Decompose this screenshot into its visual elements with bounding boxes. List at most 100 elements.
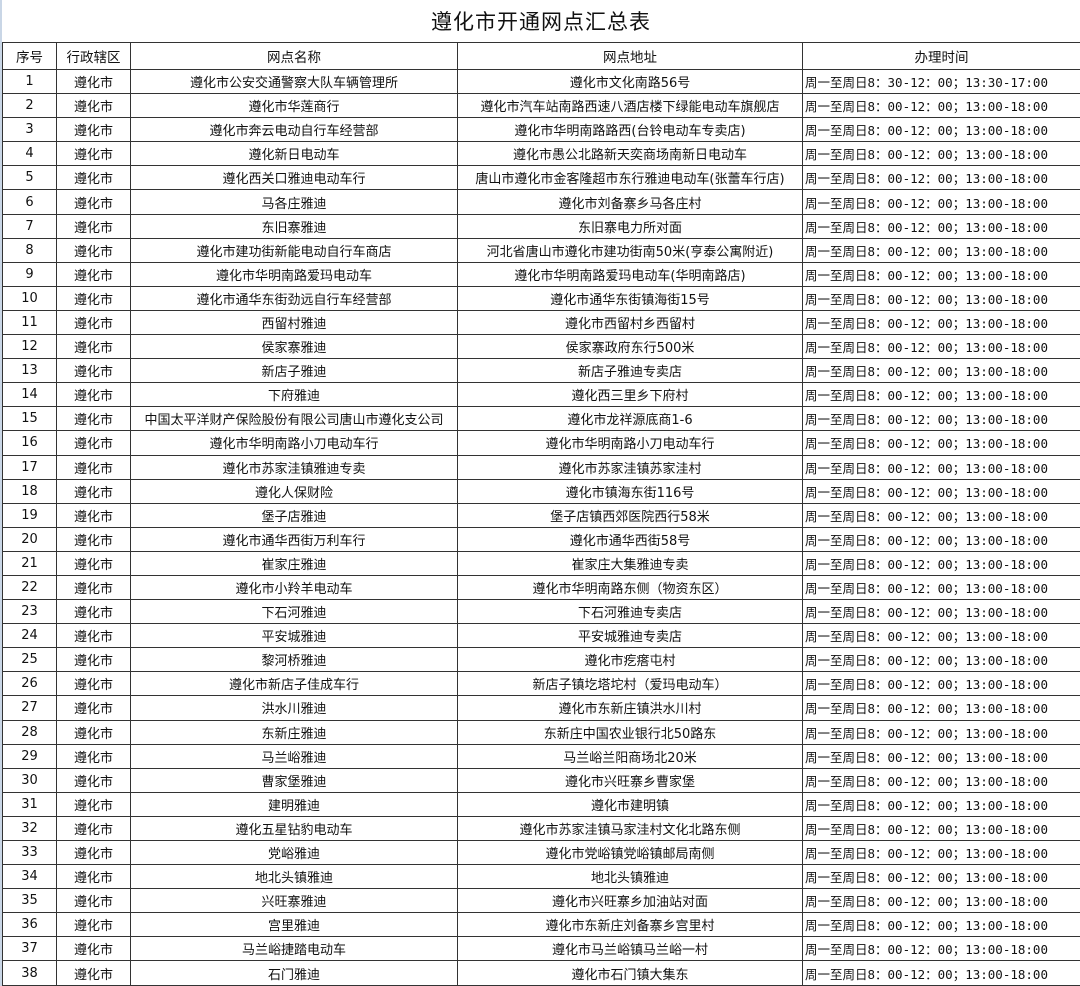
cell-hours: 周一至周日8：00-12：00；13:00-18:00 <box>802 213 1080 239</box>
table-row: 6 遵化市 马各庄雅迪 遵化市刘备寨乡马各庄村 周一至周日8：00-12：00；13:0… <box>2 189 1080 215</box>
cell-district: 遵化市 <box>56 599 131 625</box>
cell-district: 遵化市 <box>56 912 131 938</box>
cell-district: 遵化市 <box>56 382 131 408</box>
cell-index: 18 <box>2 478 57 504</box>
table-row: 5 遵化市 遵化西关口雅迪电动车行 唐山市遵化市金客隆超市东行雅迪电动车(张蕾车行店)… <box>2 165 1080 191</box>
table-row: 15 遵化市 中国太平洋财产保险股份有限公司唐山市遵化支公司 遵化市龙祥源底商1-6 周… <box>2 406 1080 432</box>
table-row: 16 遵化市 遵化市华明南路小刀电动车行 遵化市华明南路小刀电动车行 周一至周日8：00… <box>2 430 1080 456</box>
cell-outlet-name: 遵化市奔云电动自行车经营部 <box>130 117 458 143</box>
cell-index: 2 <box>2 93 57 119</box>
table-row: 17 遵化市 遵化市苏家洼镇雅迪专卖 遵化市苏家洼镇苏家洼村 周一至周日8：00-12：… <box>2 454 1080 480</box>
cell-index: 37 <box>2 936 57 962</box>
cell-outlet-address: 遵化市愚公北路新天奕商场南新日电动车 <box>457 141 803 167</box>
cell-outlet-address: 遵化市疙瘩屯村 <box>457 647 803 673</box>
cell-outlet-address: 新店子雅迪专卖店 <box>457 358 803 384</box>
cell-outlet-address: 遵化市华明南路东侧（物资东区） <box>457 574 803 601</box>
cell-district: 遵化市 <box>56 550 131 576</box>
cell-index: 28 <box>2 719 57 745</box>
cell-hours: 周一至周日8：00-12：00；13:00-18:00 <box>802 526 1080 552</box>
cell-index: 38 <box>2 960 57 986</box>
cell-index: 7 <box>2 213 57 239</box>
outlets-table: 序号 行政辖区 网点名称 网点地址 办理时间 1 遵化市 遵化市公安交通警察大队车辆… <box>2 42 1080 986</box>
cell-outlet-name: 东旧寨雅迪 <box>130 213 458 239</box>
cell-outlet-name: 马兰峪捷踏电动车 <box>130 936 458 962</box>
table-row: 35 遵化市 兴旺寨雅迪 遵化市兴旺寨乡加油站对面 周一至周日8：00-12：00；13… <box>2 888 1080 914</box>
cell-district: 遵化市 <box>56 671 131 697</box>
table-row: 36 遵化市 宫里雅迪 遵化市东新庄刘备寨乡宫里村 周一至周日8：00-12：00；13… <box>2 912 1080 938</box>
cell-district: 遵化市 <box>56 743 131 769</box>
cell-index: 5 <box>2 165 57 191</box>
cell-district: 遵化市 <box>56 261 131 287</box>
cell-hours: 周一至周日8：00-12：00；13:00-18:00 <box>802 165 1080 191</box>
cell-index: 17 <box>2 454 57 480</box>
cell-district: 遵化市 <box>56 213 131 239</box>
cell-outlet-name: 遵化市新店子佳成车行 <box>130 671 458 697</box>
cell-hours: 周一至周日8：00-12：00；13:00-18:00 <box>802 623 1080 649</box>
cell-outlet-address: 唐山市遵化市金客隆超市东行雅迪电动车(张蕾车行店) <box>457 165 803 191</box>
cell-hours: 周一至周日8：00-12：00；13:00-18:00 <box>802 406 1080 432</box>
cell-index: 23 <box>2 599 57 625</box>
cell-index: 36 <box>2 912 57 938</box>
table-row: 12 遵化市 侯家寨雅迪 侯家寨政府东行500米 周一至周日8：00-12：00；13:… <box>2 334 1080 360</box>
table-row: 25 遵化市 黎河桥雅迪 遵化市疙瘩屯村 周一至周日8：00-12：00；13:00-1… <box>2 647 1080 673</box>
cell-index: 16 <box>2 430 57 456</box>
cell-index: 32 <box>2 815 57 842</box>
cell-hours: 周一至周日8：00-12：00；13:00-18:00 <box>802 695 1080 721</box>
cell-index: 24 <box>2 623 57 649</box>
header-outlet-name: 网点名称 <box>130 42 458 70</box>
cell-index: 31 <box>2 791 57 817</box>
cell-outlet-name: 崔家庄雅迪 <box>130 550 458 576</box>
cell-outlet-address: 下石河雅迪专卖店 <box>457 599 803 625</box>
cell-hours: 周一至周日8：00-12：00；13:00-18:00 <box>802 502 1080 528</box>
cell-outlet-name: 西留村雅迪 <box>130 309 458 336</box>
cell-index: 6 <box>2 189 57 215</box>
cell-outlet-name: 遵化市公安交通警察大队车辆管理所 <box>130 68 458 95</box>
cell-outlet-address: 遵化市镇海东街116号 <box>457 478 803 504</box>
cell-index: 22 <box>2 574 57 601</box>
cell-hours: 周一至周日8：00-12：00；13:00-18:00 <box>802 599 1080 625</box>
table-row: 31 遵化市 建明雅迪 遵化市建明镇 周一至周日8：00-12：00；13:00-18:… <box>2 791 1080 817</box>
table-row: 27 遵化市 洪水川雅迪 遵化市东新庄镇洪水川村 周一至周日8：00-12：00；13:… <box>2 695 1080 721</box>
cell-district: 遵化市 <box>56 791 131 817</box>
cell-hours: 周一至周日8：00-12：00；13:00-18:00 <box>802 141 1080 167</box>
cell-outlet-address: 东旧寨电力所对面 <box>457 213 803 239</box>
cell-index: 12 <box>2 334 57 360</box>
table-row: 1 遵化市 遵化市公安交通警察大队车辆管理所 遵化市文化南路56号 周一至周日8：30-… <box>2 68 1080 95</box>
cell-hours: 周一至周日8：00-12：00；13:00-18:00 <box>802 261 1080 287</box>
table-row: 7 遵化市 东旧寨雅迪 东旧寨电力所对面 周一至周日8：00-12：00；13:00-1… <box>2 213 1080 239</box>
cell-hours: 周一至周日8：00-12：00；13:00-18:00 <box>802 430 1080 456</box>
table-row: 8 遵化市 遵化市建功街新能电动自行车商店 河北省唐山市遵化市建功街南50米(亨泰公寓… <box>2 237 1080 263</box>
cell-district: 遵化市 <box>56 936 131 962</box>
cell-outlet-name: 新店子雅迪 <box>130 358 458 384</box>
cell-outlet-address: 崔家庄大集雅迪专卖 <box>457 550 803 576</box>
cell-district: 遵化市 <box>56 285 131 311</box>
cell-outlet-name: 下府雅迪 <box>130 382 458 408</box>
cell-district: 遵化市 <box>56 358 131 384</box>
cell-district: 遵化市 <box>56 574 131 601</box>
cell-hours: 周一至周日8：00-12：00；13:00-18:00 <box>802 334 1080 360</box>
cell-district: 遵化市 <box>56 68 131 95</box>
cell-index: 35 <box>2 888 57 914</box>
cell-outlet-address: 遵化市东新庄刘备寨乡宫里村 <box>457 912 803 938</box>
cell-index: 1 <box>2 68 57 95</box>
cell-outlet-name: 遵化新日电动车 <box>130 141 458 167</box>
cell-index: 26 <box>2 671 57 697</box>
table-row: 18 遵化市 遵化人保财险 遵化市镇海东街116号 周一至周日8：00-12：00；13… <box>2 478 1080 504</box>
table-row: 24 遵化市 平安城雅迪 平安城雅迪专卖店 周一至周日8：00-12：00；13:00-… <box>2 623 1080 649</box>
cell-outlet-name: 遵化市小羚羊电动车 <box>130 574 458 601</box>
cell-hours: 周一至周日8：00-12：00；13:00-18:00 <box>802 358 1080 384</box>
cell-outlet-name: 马兰峪雅迪 <box>130 743 458 769</box>
cell-outlet-name: 曹家堡雅迪 <box>130 767 458 793</box>
cell-outlet-name: 遵化市通华东街劲远自行车经营部 <box>130 285 458 311</box>
cell-outlet-address: 遵化市华明南路爱玛电动车(华明南路店) <box>457 261 803 287</box>
cell-district: 遵化市 <box>56 815 131 842</box>
header-district: 行政辖区 <box>56 42 131 70</box>
cell-outlet-name: 马各庄雅迪 <box>130 189 458 215</box>
cell-outlet-name: 遵化市通华西街万利车行 <box>130 526 458 552</box>
cell-outlet-address: 遵化市石门镇大集东 <box>457 960 803 986</box>
table-row: 19 遵化市 堡子店雅迪 堡子店镇西郊医院西行58米 周一至周日8：00-12：00；1… <box>2 502 1080 528</box>
cell-outlet-address: 遵化市刘备寨乡马各庄村 <box>457 189 803 215</box>
table-row: 11 遵化市 西留村雅迪 遵化市西留村乡西留村 周一至周日8：00-12：00；13:0… <box>2 309 1080 336</box>
cell-district: 遵化市 <box>56 502 131 528</box>
